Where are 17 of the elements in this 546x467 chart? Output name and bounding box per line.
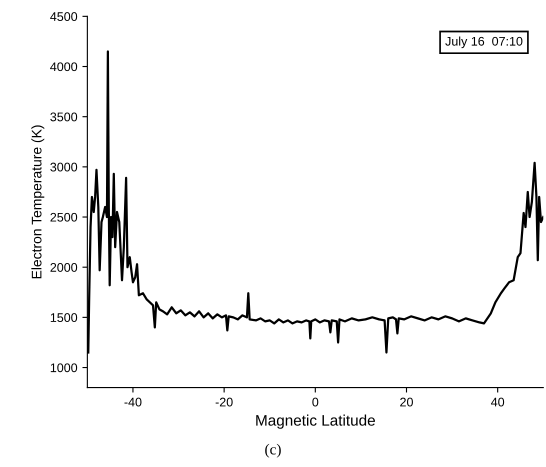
x-tick-label: 0: [312, 398, 318, 407]
y-tick-label: 2500: [50, 212, 78, 222]
x-tick-label: 40: [491, 398, 504, 407]
y-tick-label: 1000: [50, 363, 78, 372]
text: (c): [265, 444, 281, 458]
x-axis-title: Magnetic Latitude: [256, 414, 375, 429]
y-axis-title: Electron Temperature (K): [31, 125, 44, 278]
y-tick-label: 4000: [50, 62, 78, 72]
x-tick-label: -20: [216, 398, 233, 407]
x-tick-label: -40: [124, 398, 142, 407]
y-tick-label: 1500: [50, 313, 78, 322]
y-tick-label: 4500: [50, 12, 78, 21]
y-tick-label: 3000: [50, 162, 78, 172]
y-tick-label: 2000: [50, 263, 78, 272]
annotation: July 16 07:10: [445, 36, 522, 48]
y-tick-label: 3500: [50, 112, 78, 122]
x-tick-label: 20: [400, 398, 413, 407]
